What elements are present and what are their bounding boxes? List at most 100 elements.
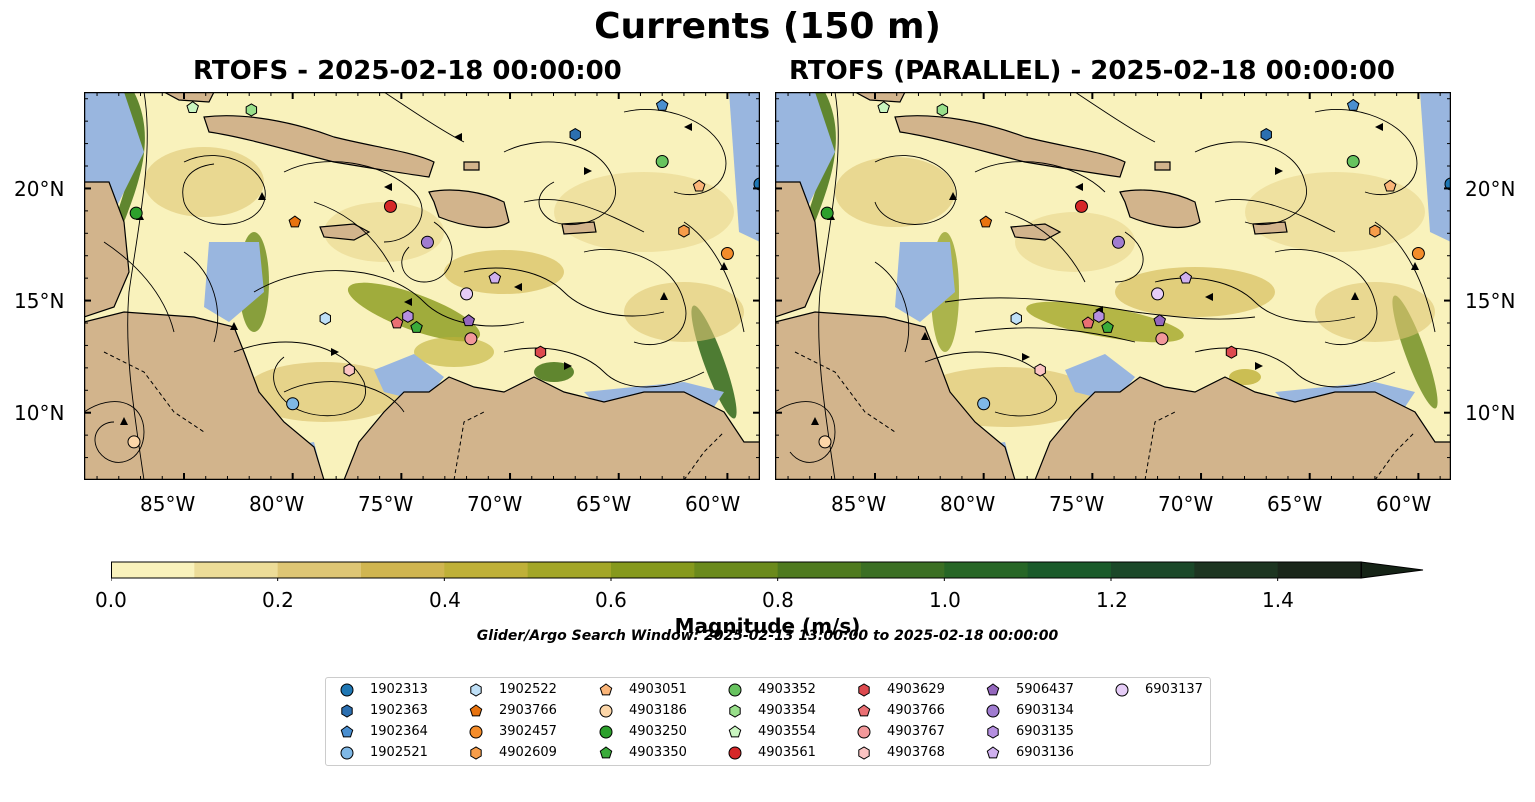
y-tick-label: 10°N	[1465, 401, 1516, 425]
colorbar-tick-label: 1.4	[1262, 588, 1294, 612]
y-tick-label: 15°N	[1465, 289, 1516, 313]
colorbar-extend-arrow	[1360, 561, 1424, 579]
colorbar-label: Magnitude (m/s)	[674, 614, 861, 638]
pentagon-marker-icon	[857, 704, 871, 717]
observation-marker-2903766	[288, 215, 302, 228]
legend-label: 6903136	[1016, 745, 1074, 760]
legend-label: 4903250	[629, 724, 687, 739]
legend-label: 1902521	[370, 745, 428, 760]
observation-marker-1902313	[753, 177, 760, 191]
observation-marker-5906437	[462, 314, 476, 327]
legend-label: 1902364	[370, 724, 428, 739]
x-tick-label: 85°W	[831, 492, 887, 516]
y-tick-label: 20°N	[14, 177, 65, 201]
x-tick-label: 80°W	[940, 492, 996, 516]
hexagon-marker-icon	[987, 725, 999, 739]
colorbar-tick-label: 0.6	[595, 588, 627, 612]
colorbar-bin	[944, 562, 1029, 578]
y-tick-label: 15°N	[14, 289, 65, 313]
axis-ticks	[84, 92, 760, 480]
colorbar-tick-label: 0.4	[429, 588, 461, 612]
observation-marker-3902457	[720, 246, 734, 260]
legend-label: 6903135	[1016, 724, 1074, 739]
observation-marker-4903186	[818, 435, 832, 449]
observation-marker-6903136	[1179, 271, 1193, 284]
colorbar-tick-label: 0.2	[262, 588, 294, 612]
observation-marker-4903186	[127, 435, 141, 449]
legend-label: 4903767	[887, 724, 945, 739]
observation-marker-3902457	[1411, 246, 1425, 260]
figure-title: Currents (150 m)	[594, 6, 941, 47]
observation-marker-4903354	[245, 103, 258, 117]
country-borders	[794, 351, 1416, 480]
circle-marker-icon	[599, 704, 613, 718]
map-panel-rtofs[interactable]	[84, 92, 760, 480]
legend-label: 6903137	[1145, 682, 1203, 697]
legend: 1902313 1902363 1902364 1902521 1902522 29037…	[325, 677, 1211, 766]
legend-label: 1902522	[499, 682, 557, 697]
colorbar-bin	[1277, 562, 1362, 578]
observation-marker-1902363	[1260, 128, 1272, 142]
colorbar-bin	[611, 562, 695, 578]
x-tick-label: 60°W	[685, 492, 741, 516]
observation-marker-1902364	[1346, 98, 1360, 111]
map-panel-rtofs-parallel[interactable]	[775, 92, 1451, 480]
observation-marker-6903135	[402, 309, 414, 323]
observation-marker-4903350	[1101, 320, 1114, 333]
hexagon-marker-icon	[729, 704, 741, 718]
circle-marker-icon	[340, 683, 354, 697]
map-canvas	[84, 92, 760, 480]
observation-marker-6903134	[420, 235, 434, 249]
x-tick-label: 70°W	[467, 492, 523, 516]
observation-marker-4903767	[464, 332, 478, 346]
colorbar-bin	[777, 562, 862, 578]
legend-label: 1902363	[370, 703, 428, 718]
observation-marker-1902522	[319, 311, 331, 326]
search-window-text: Glider/Argo Search Window: 2025-02-13 13…	[476, 628, 1059, 644]
pentagon-marker-icon	[340, 725, 354, 738]
speed-shading	[805, 92, 1438, 427]
observation-marker-1902313	[1444, 177, 1451, 191]
observation-markers	[127, 98, 760, 449]
pentagon-marker-icon	[728, 725, 742, 738]
x-tick-label: 65°W	[576, 492, 632, 516]
observation-marker-1902521	[977, 397, 991, 411]
observation-marker-4903767	[1155, 332, 1169, 346]
circle-marker-icon	[857, 725, 871, 739]
x-tick-label: 65°W	[1267, 492, 1323, 516]
observation-marker-6903136	[488, 271, 502, 284]
colorbar-bin	[1194, 562, 1279, 578]
circle-marker-icon	[986, 704, 1000, 718]
colorbar-bin	[527, 562, 612, 578]
observation-marker-4903554	[186, 101, 199, 114]
observation-markers	[818, 98, 1451, 449]
colorbar-bin	[861, 562, 945, 578]
map-canvas	[775, 92, 1451, 480]
colorbar-frame	[111, 561, 1362, 579]
pentagon-marker-icon	[986, 683, 1000, 696]
y-tick-label: 10°N	[14, 401, 65, 425]
legend-label: 4903554	[758, 724, 816, 739]
hexagon-marker-icon	[341, 704, 353, 718]
colorbar-bin	[111, 562, 195, 578]
x-tick-label: 75°W	[1049, 492, 1105, 516]
colorbar-bin	[1027, 562, 1112, 578]
colorbar-bin	[1111, 562, 1195, 578]
observation-marker-4903629	[534, 345, 547, 359]
panel-1-title: RTOFS - 2025-02-18 00:00:00	[193, 56, 622, 86]
legend-label: 6903134	[1016, 703, 1074, 718]
legend-label: 4903352	[758, 682, 816, 697]
observation-marker-4903768	[1034, 363, 1046, 377]
observation-marker-1902522	[1010, 311, 1022, 326]
colorbar-bin	[694, 562, 779, 578]
observation-marker-4903766	[390, 316, 404, 329]
observation-marker-4903561	[1074, 199, 1088, 213]
observation-marker-4903354	[936, 103, 949, 117]
observation-marker-4903629	[1225, 345, 1238, 359]
legend-label: 4903561	[758, 745, 816, 760]
x-tick-label: 60°W	[1376, 492, 1432, 516]
colorbar-bin	[194, 562, 279, 578]
map-frame	[84, 92, 760, 480]
y-tick-label: 20°N	[1465, 177, 1516, 201]
observation-marker-4903554	[877, 101, 890, 114]
